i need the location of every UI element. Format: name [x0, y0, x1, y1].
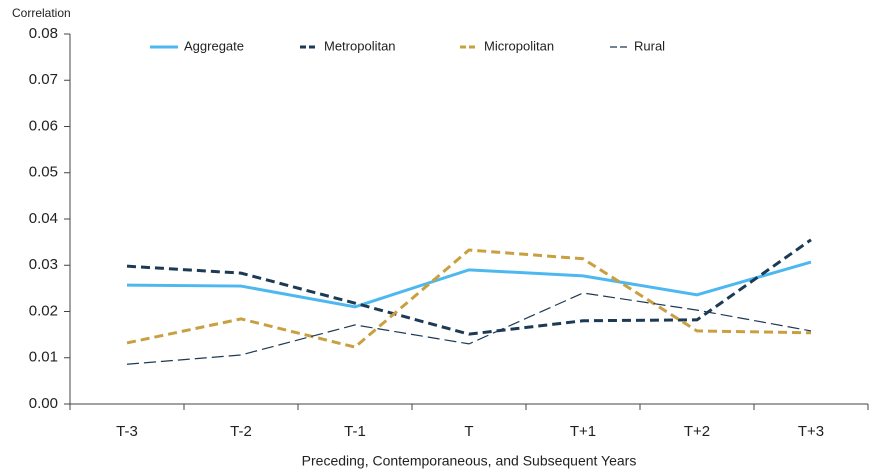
series-line	[126, 292, 812, 365]
y-tick-label: 0.01	[29, 349, 58, 366]
y-tick-label: 0.07	[29, 71, 58, 88]
legend-label: Aggregate	[184, 38, 244, 53]
legend-label: Rural	[634, 38, 665, 53]
legend-label: Metropolitan	[324, 38, 396, 53]
x-tick-label: T+3	[798, 423, 824, 440]
y-tick-label: 0.05	[29, 164, 58, 181]
series-line	[126, 238, 812, 336]
y-tick-label: 0.06	[29, 117, 58, 134]
x-tick-label: T+2	[684, 423, 710, 440]
y-axis-label: Correlation	[12, 6, 71, 20]
x-tick-label: T-1	[344, 423, 366, 440]
series-line	[126, 248, 812, 349]
x-tick-label: T-3	[116, 423, 138, 440]
x-tick-label: T-2	[230, 423, 252, 440]
x-tick-label: T+1	[570, 423, 596, 440]
y-tick-label: 0.03	[29, 256, 58, 273]
y-tick-label: 0.00	[29, 395, 58, 412]
y-tick-label: 0.08	[29, 25, 58, 42]
series-line	[126, 260, 812, 309]
y-tick-label: 0.04	[29, 210, 58, 227]
y-tick-label: 0.02	[29, 302, 58, 319]
legend-label: Micropolitan	[484, 38, 554, 53]
x-tick-label: T	[464, 423, 473, 440]
x-axis-label: Preceding, Contemporaneous, and Subseque…	[302, 453, 637, 469]
